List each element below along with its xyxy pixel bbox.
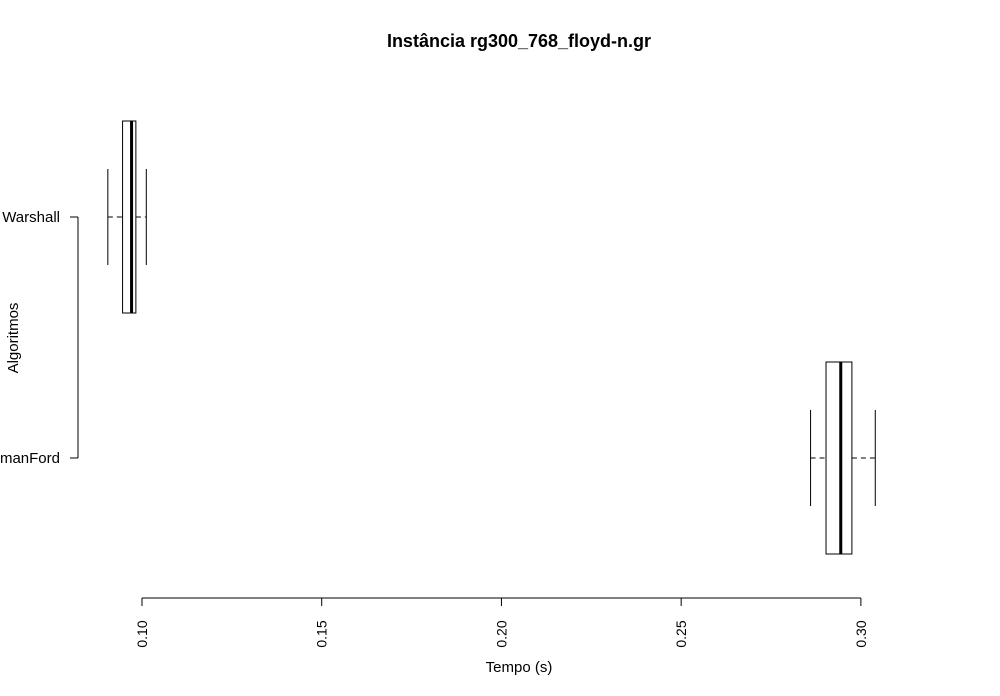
iqr-box	[825, 361, 853, 555]
x-tick-label: 0.30	[853, 620, 869, 647]
x-tick-label: 0.25	[673, 620, 689, 647]
x-axis-label: Tempo (s)	[486, 659, 553, 676]
box-bellmanford	[810, 361, 876, 555]
y-axis: Warshall manFord	[0, 209, 79, 467]
chart-title: Instância rg300_768_floyd-n.gr	[387, 31, 651, 51]
y-axis-label: Algoritmos	[5, 303, 22, 374]
boxes	[107, 120, 876, 555]
x-tick-label: 0.20	[493, 620, 509, 647]
x-tick-label: 0.15	[314, 620, 330, 647]
y-tick-label: Warshall	[2, 209, 60, 226]
box-floydwarshall	[107, 120, 147, 314]
iqr-box	[122, 120, 137, 314]
x-tick-label: 0.10	[134, 620, 150, 647]
x-axis: 0.10 0.15 0.20 0.25 0.30	[134, 597, 869, 648]
y-tick-label: manFord	[0, 450, 60, 467]
